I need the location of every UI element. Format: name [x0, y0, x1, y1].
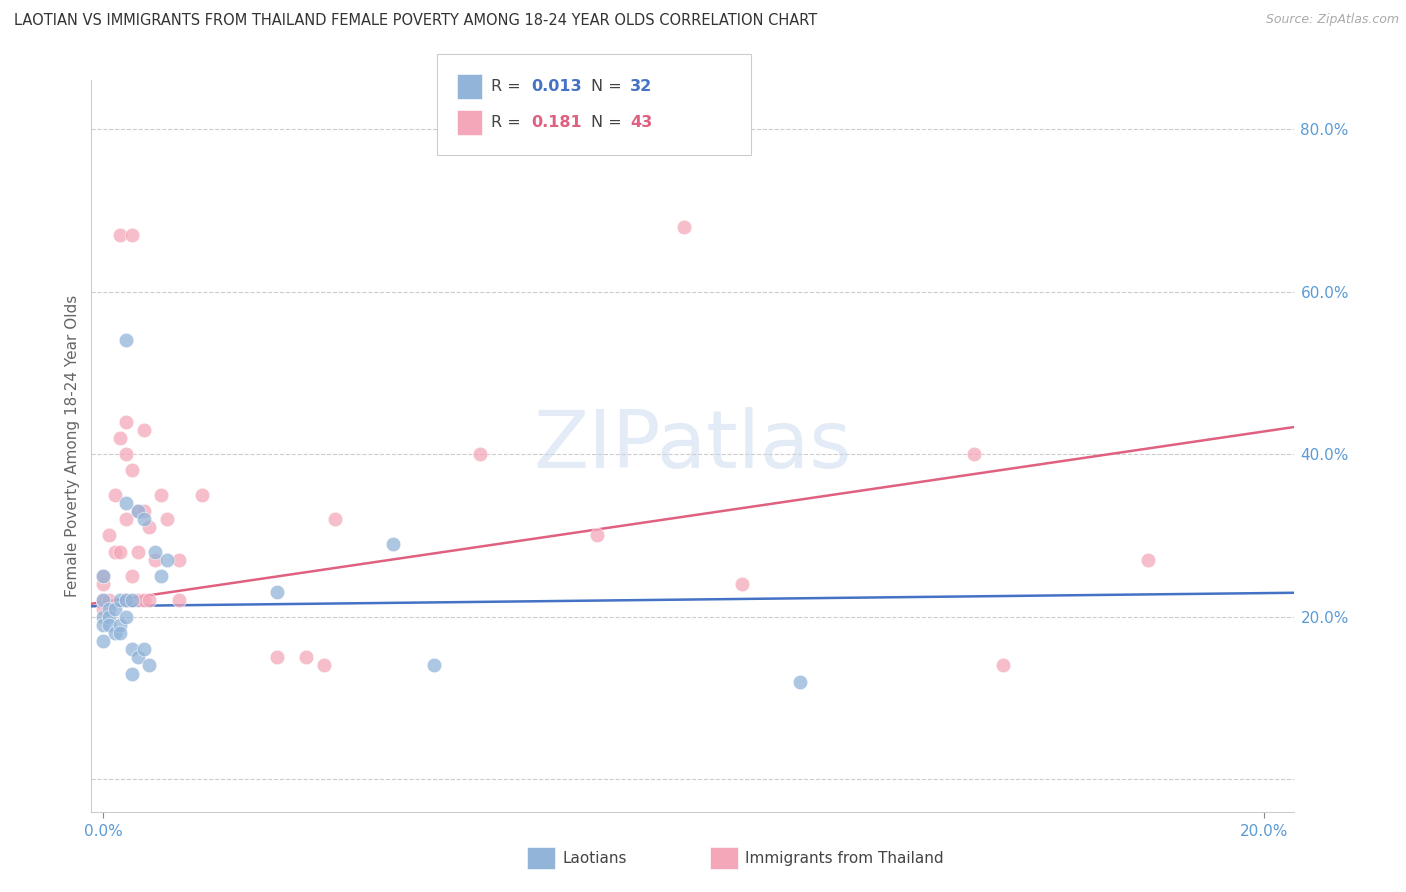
Point [150, 488, 173, 502]
Point [115, 593, 138, 607]
Text: 0.181: 0.181 [531, 115, 582, 129]
Point [295, 650, 318, 665]
Point [127, 504, 149, 518]
Point [91, 569, 114, 583]
Point [110, 544, 132, 558]
Point [132, 642, 155, 657]
Point [110, 626, 132, 640]
Point [963, 447, 986, 461]
Text: 0.013: 0.013 [531, 79, 582, 94]
Point [115, 447, 138, 461]
Text: R =: R = [491, 115, 526, 129]
Point [143, 544, 166, 558]
Text: R =: R = [491, 79, 526, 94]
Point [156, 553, 179, 567]
Point [97, 609, 120, 624]
Point [91, 601, 114, 615]
Point [138, 593, 160, 607]
Point [585, 528, 607, 542]
Point [115, 496, 138, 510]
Point [97, 528, 120, 542]
Point [266, 585, 288, 599]
Point [91, 593, 114, 607]
Point [121, 569, 143, 583]
Point [132, 423, 155, 437]
Point [132, 593, 155, 607]
Text: Source: ZipAtlas.com: Source: ZipAtlas.com [1265, 13, 1399, 27]
Point [127, 650, 149, 665]
Point [97, 593, 120, 607]
Point [91, 634, 114, 648]
Point [115, 512, 138, 526]
Text: 43: 43 [630, 115, 652, 129]
Point [672, 219, 695, 234]
Point [104, 544, 127, 558]
Text: N =: N = [591, 115, 627, 129]
Point [167, 593, 190, 607]
Point [91, 617, 114, 632]
Point [91, 609, 114, 624]
Text: LAOTIAN VS IMMIGRANTS FROM THAILAND FEMALE POVERTY AMONG 18-24 YEAR OLDS CORRELA: LAOTIAN VS IMMIGRANTS FROM THAILAND FEMA… [14, 13, 817, 29]
Point [167, 553, 190, 567]
Point [138, 658, 160, 673]
Point [156, 512, 179, 526]
Point [150, 569, 173, 583]
Text: Laotians: Laotians [562, 851, 627, 865]
Point [110, 617, 132, 632]
Point [115, 593, 138, 607]
Point [104, 626, 127, 640]
Point [266, 650, 288, 665]
Y-axis label: Female Poverty Among 18-24 Year Olds: Female Poverty Among 18-24 Year Olds [65, 295, 80, 597]
Point [382, 536, 405, 550]
Point [104, 488, 127, 502]
Point [91, 569, 114, 583]
Point [127, 593, 149, 607]
Point [470, 447, 492, 461]
Point [121, 593, 143, 607]
Point [110, 431, 132, 445]
Point [789, 674, 811, 689]
Point [97, 601, 120, 615]
Point [127, 504, 149, 518]
Point [132, 512, 155, 526]
Point [312, 658, 335, 673]
Point [121, 666, 143, 681]
Point [143, 553, 166, 567]
Point [323, 512, 346, 526]
Point [121, 642, 143, 657]
Point [121, 463, 143, 477]
Text: 32: 32 [630, 79, 652, 94]
Point [121, 227, 143, 242]
Point [127, 544, 149, 558]
Text: ZIPatlas: ZIPatlas [533, 407, 852, 485]
Point [115, 609, 138, 624]
Point [91, 593, 114, 607]
Point [110, 593, 132, 607]
Point [1137, 553, 1160, 567]
Point [138, 520, 160, 534]
Point [132, 504, 155, 518]
Point [110, 227, 132, 242]
Point [91, 577, 114, 591]
Point [423, 658, 446, 673]
Point [115, 415, 138, 429]
Point [115, 334, 138, 348]
Point [190, 488, 212, 502]
Text: Immigrants from Thailand: Immigrants from Thailand [745, 851, 943, 865]
Point [731, 577, 754, 591]
Text: N =: N = [591, 79, 627, 94]
Point [97, 617, 120, 632]
Point [104, 601, 127, 615]
Point [991, 658, 1014, 673]
